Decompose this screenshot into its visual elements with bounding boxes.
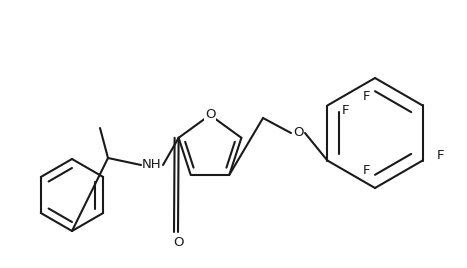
- Text: O: O: [293, 126, 303, 140]
- Text: F: F: [363, 163, 371, 177]
- Text: F: F: [437, 149, 445, 162]
- Text: O: O: [173, 236, 183, 248]
- Text: O: O: [205, 109, 215, 121]
- Text: F: F: [363, 90, 371, 102]
- Text: F: F: [342, 104, 349, 117]
- Text: NH: NH: [142, 158, 162, 172]
